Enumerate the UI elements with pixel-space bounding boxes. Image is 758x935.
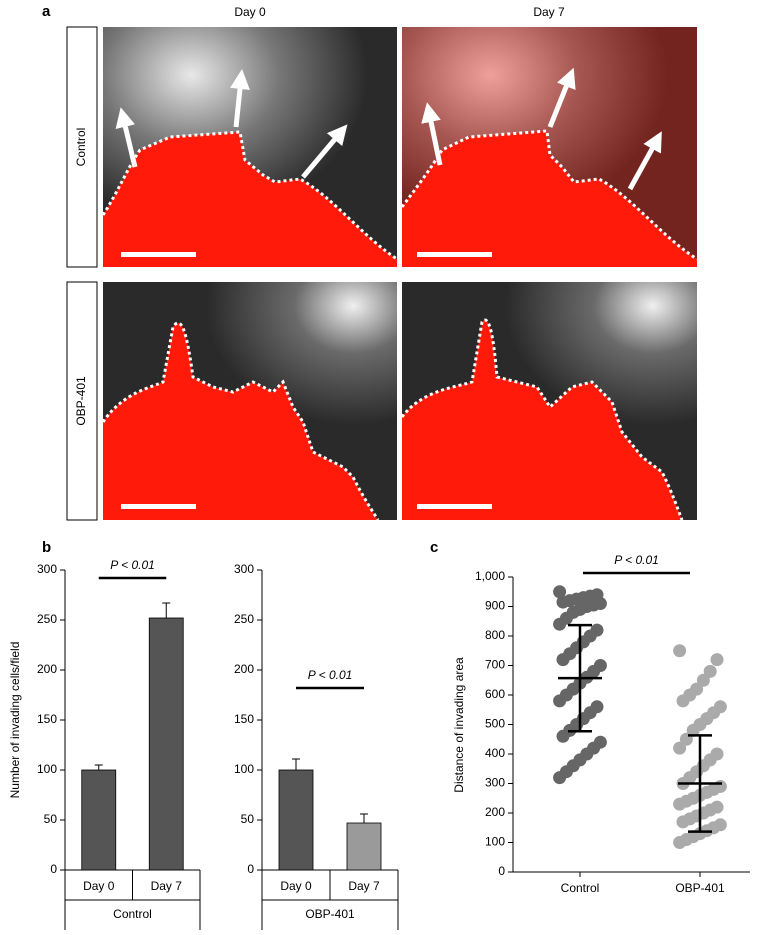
- y-tick-label: 250: [37, 612, 57, 626]
- data-point: [673, 644, 687, 658]
- y-axis-label: Distance of invading area: [452, 657, 466, 793]
- group-label: OBP-401: [305, 907, 355, 921]
- data-point: [556, 595, 570, 609]
- y-tick-label: 500: [485, 717, 505, 731]
- bar: [346, 822, 382, 871]
- data-point: [686, 723, 700, 737]
- y-tick-label: 0: [498, 864, 505, 878]
- micrograph: [101, 27, 398, 267]
- data-point: [553, 585, 567, 599]
- data-point: [703, 664, 717, 678]
- significance-label: P < 0.01: [614, 553, 659, 567]
- row-box: [66, 281, 98, 521]
- y-tick-label: 200: [37, 662, 57, 676]
- y-tick-label: 800: [485, 628, 505, 642]
- column-label: Day 7: [533, 5, 565, 19]
- y-axis-label: Number of invading cells/field: [8, 642, 22, 799]
- data-point: [696, 673, 710, 687]
- data-point: [673, 797, 687, 811]
- x-tick-label: Day 7: [151, 879, 183, 893]
- data-point: [556, 729, 570, 743]
- x-tick-label: Control: [561, 881, 600, 895]
- y-tick-label: 100: [234, 762, 254, 776]
- data-point: [673, 741, 687, 755]
- row-label: Control: [74, 128, 88, 167]
- column-label: Day 0: [234, 5, 266, 19]
- y-tick-label: 50: [241, 812, 255, 826]
- data-point: [673, 836, 687, 849]
- panel-label: b: [42, 539, 51, 556]
- y-tick-label: 900: [485, 599, 505, 613]
- y-tick-label: 0: [247, 862, 254, 876]
- data-point: [553, 694, 567, 708]
- significance-label: P < 0.01: [308, 668, 353, 682]
- micrograph: [400, 27, 698, 267]
- row-label: OBP-401: [74, 376, 88, 426]
- data-point: [556, 653, 570, 667]
- y-tick-label: 400: [485, 746, 505, 760]
- x-tick-label: Day 7: [348, 879, 380, 893]
- significance-label: P < 0.01: [110, 558, 155, 572]
- y-tick-label: 0: [50, 862, 57, 876]
- panel-label: a: [42, 3, 51, 20]
- bar: [278, 769, 314, 871]
- y-tick-label: 100: [485, 835, 505, 849]
- y-tick-label: 150: [234, 712, 254, 726]
- bar: [81, 769, 117, 871]
- y-tick-label: 50: [44, 812, 58, 826]
- group-label: Control: [113, 907, 152, 921]
- data-point: [710, 653, 724, 667]
- row-box: [66, 26, 98, 268]
- micrograph: [400, 282, 697, 521]
- y-tick-label: 200: [234, 662, 254, 676]
- x-tick-label: Day 0: [280, 879, 312, 893]
- panel-label: c: [430, 539, 438, 556]
- y-tick-label: 700: [485, 658, 505, 672]
- data-point: [553, 771, 567, 785]
- y-tick-label: 300: [37, 562, 57, 576]
- y-tick-label: 200: [485, 805, 505, 819]
- data-point: [676, 815, 690, 829]
- y-tick-label: 1,000: [475, 569, 505, 583]
- y-tick-label: 600: [485, 687, 505, 701]
- x-tick-label: Day 0: [83, 879, 115, 893]
- y-tick-label: 150: [37, 712, 57, 726]
- micrograph: [101, 282, 397, 521]
- y-tick-label: 100: [37, 762, 57, 776]
- data-point: [553, 617, 567, 631]
- bar: [148, 617, 184, 871]
- y-tick-label: 300: [234, 562, 254, 576]
- y-tick-label: 250: [234, 612, 254, 626]
- x-tick-label: OBP-401: [675, 881, 725, 895]
- data-point: [676, 694, 690, 708]
- y-tick-label: 300: [485, 776, 505, 790]
